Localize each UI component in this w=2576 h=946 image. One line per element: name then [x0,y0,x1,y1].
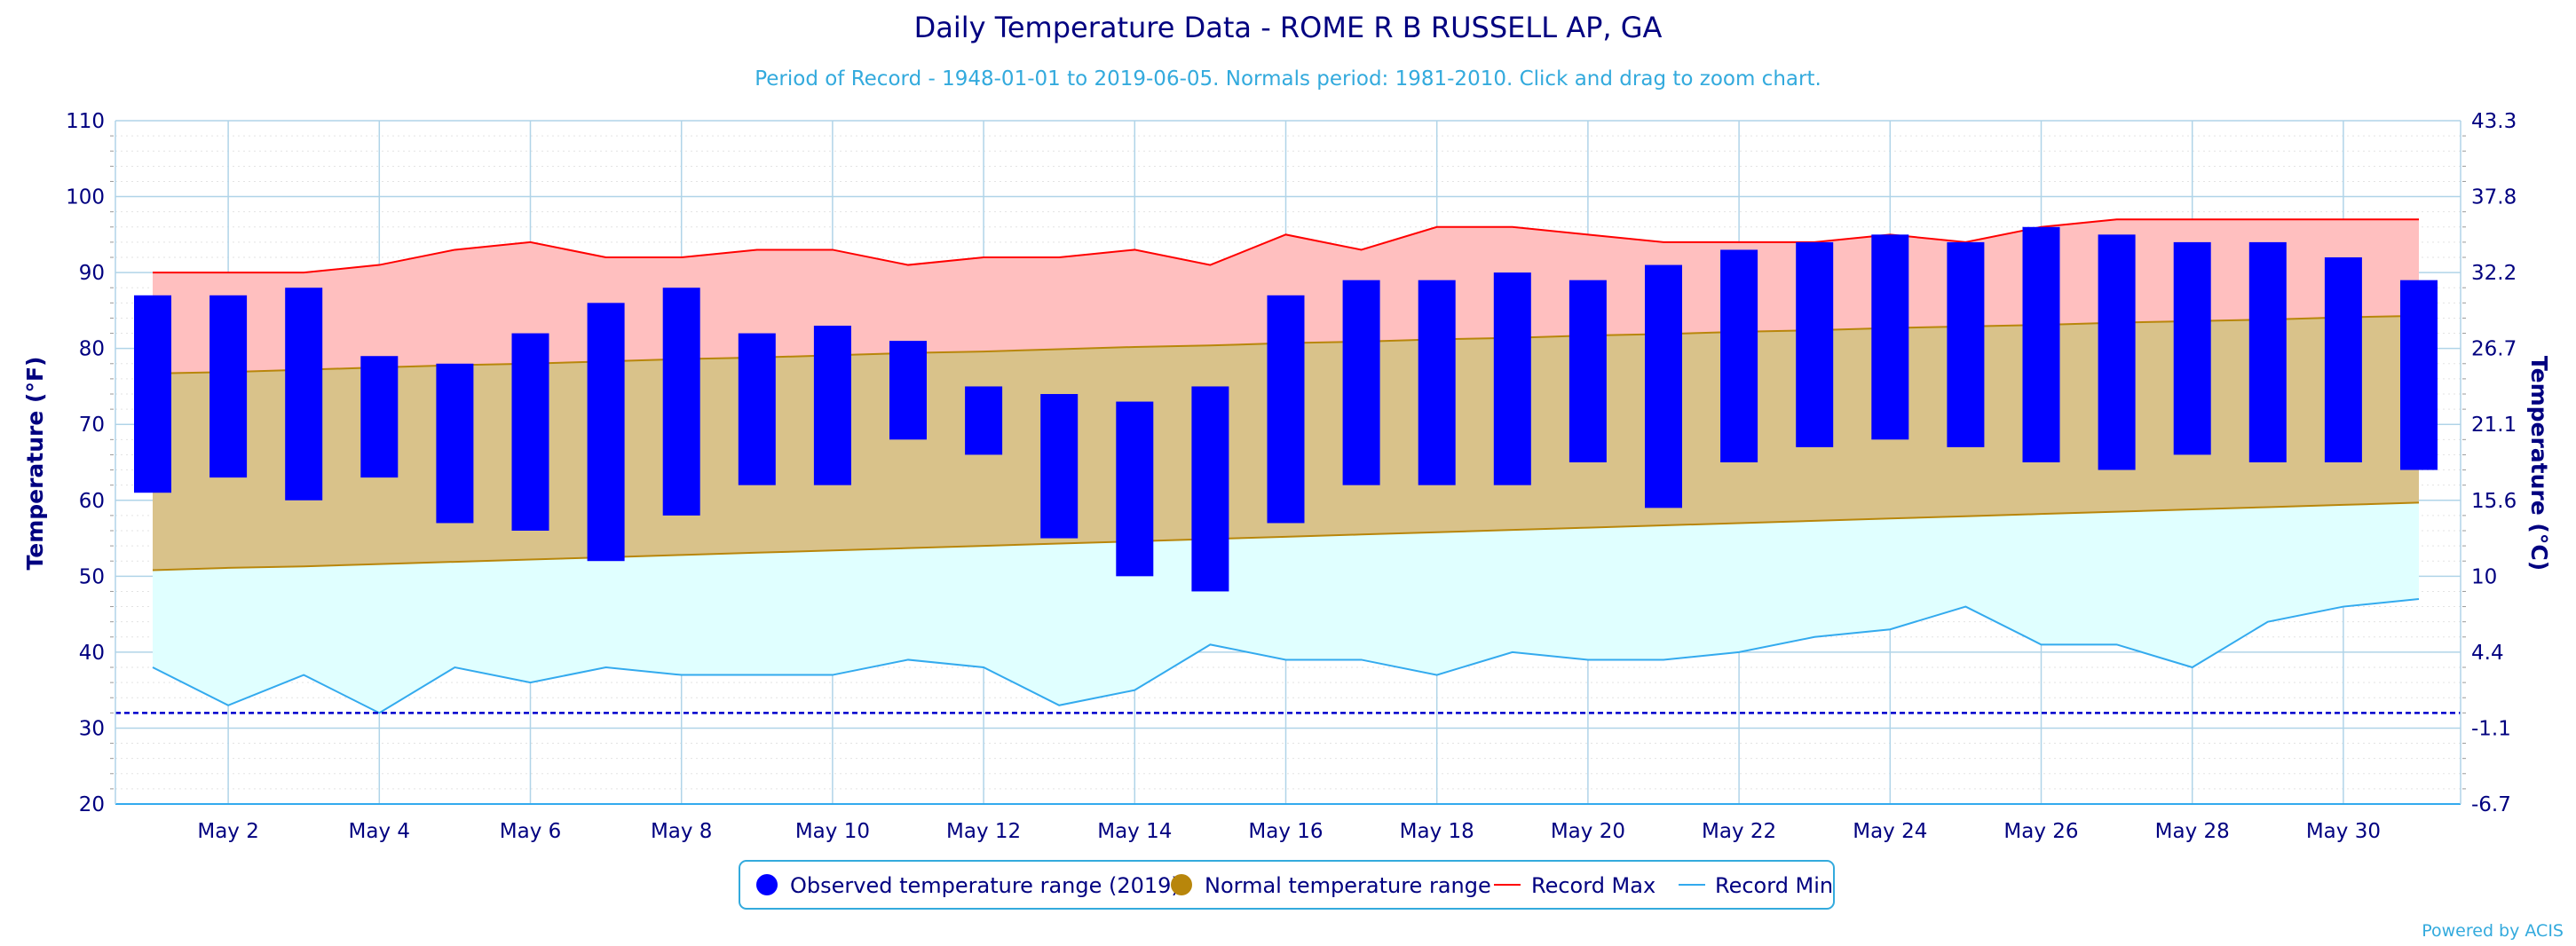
observed-bar-may-1[interactable] [134,295,171,493]
y-tick-label-left: 110 [66,110,105,133]
y-tick-label-left: 50 [79,565,105,588]
legend-item-record-max[interactable]: Record Max [1494,873,1655,898]
x-tick-label: May 8 [651,820,713,843]
observed-bar-may-26[interactable] [2022,226,2060,462]
observed-bar-may-31[interactable] [2400,280,2438,470]
chart-title: Daily Temperature Data - ROME R B RUSSEL… [914,11,1663,44]
y-axis-label-right: Temperature (°C) [2526,356,2552,571]
y-tick-label-right: -6.7 [2471,793,2511,816]
y-axis-label-left: Temperature (°F) [22,357,48,571]
legend-label-record-min: Record Min [1715,873,1833,898]
x-tick-label: May 10 [795,820,870,843]
legend-dot-observed [756,874,778,895]
y-tick-label-right: 21.1 [2471,414,2517,437]
observed-bar-may-8[interactable] [662,288,700,516]
observed-bars[interactable] [134,226,2438,592]
observed-bar-may-27[interactable] [2098,234,2136,470]
observed-bar-may-5[interactable] [436,363,474,524]
legend: Observed temperature range (2019) Normal… [739,860,1835,910]
y-tick-label-right: -1.1 [2471,717,2511,740]
observed-bar-may-16[interactable] [1267,295,1305,524]
observed-bar-may-3[interactable] [285,288,323,501]
x-tick-label: May 18 [1400,820,1474,843]
y-tick-label-left: 90 [79,262,105,285]
observed-bar-may-13[interactable] [1040,394,1079,539]
observed-bar-may-21[interactable] [1645,264,1682,508]
chart-subtitle: Period of Record - 1948-01-01 to 2019-06… [755,67,1821,91]
observed-bar-may-24[interactable] [1871,234,1909,440]
observed-bar-may-11[interactable] [889,341,927,440]
legend-item-normal[interactable]: Normal temperature range [1171,873,1491,898]
legend-label-observed: Observed temperature range (2019) [790,873,1180,898]
legend-item-observed[interactable]: Observed temperature range (2019) [756,873,1180,898]
x-tick-label: May 24 [1853,820,1927,843]
observed-bar-may-14[interactable] [1116,401,1154,577]
x-tick-label: May 12 [946,820,1021,843]
x-tick-label: May 14 [1097,820,1172,843]
observed-bar-may-30[interactable] [2324,257,2362,462]
observed-bar-may-23[interactable] [1796,241,1834,447]
observed-bar-may-28[interactable] [2173,241,2211,455]
observed-bar-may-4[interactable] [360,356,399,478]
y-tick-label-right: 10 [2471,565,2497,588]
observed-bar-may-29[interactable] [2248,241,2287,462]
legend-dot-normal [1171,874,1192,895]
observed-bar-may-12[interactable] [965,386,1003,455]
observed-bar-may-15[interactable] [1191,386,1229,592]
observed-bar-may-25[interactable] [1947,241,1985,447]
record-low-band [153,502,2419,713]
observed-bar-may-6[interactable] [511,333,549,531]
y-tick-label-right: 43.3 [2471,110,2517,133]
x-tick-label: May 20 [1551,820,1625,843]
x-tick-label: May 2 [197,820,259,843]
legend-item-record-min[interactable]: Record Min [1679,873,1833,898]
y-tick-label-right: 37.8 [2471,186,2517,209]
credit-link[interactable]: Powered by ACIS [2422,921,2564,941]
legend-label-normal: Normal temperature range [1205,873,1491,898]
x-tick-label: May 30 [2306,820,2381,843]
legend-label-record-max: Record Max [1531,873,1655,898]
y-tick-label-left: 60 [79,490,105,513]
normal-low-line [152,501,2420,572]
record-min-line [152,598,2420,714]
observed-bar-may-20[interactable] [1569,280,1607,462]
y-tick-label-right: 4.4 [2471,642,2504,665]
observed-bar-may-19[interactable] [1493,272,1531,485]
y-tick-label-left: 30 [79,717,105,740]
x-tick-label: May 26 [2003,820,2078,843]
y-tick-label-right: 26.7 [2471,338,2517,361]
observed-bar-may-18[interactable] [1418,280,1456,485]
x-tick-label: May 22 [1702,820,1776,843]
x-tick-label: May 6 [500,820,562,843]
legend-box [739,860,1835,910]
x-tick-label: May 4 [349,820,411,843]
observed-bar-may-10[interactable] [813,326,851,485]
y-tick-label-left: 80 [79,338,105,361]
observed-bar-may-17[interactable] [1342,280,1380,485]
y-tick-label-left: 70 [79,414,105,437]
axes: 20 30 40 50 60 70 80 90 100 110 -6.7 -1.1 4.4 10 15.6 2… [66,110,2517,843]
y-tick-label-left: 100 [66,186,105,209]
observed-bar-may-7[interactable] [587,303,625,562]
x-tick-label: May 16 [1248,820,1323,843]
x-tick-label: May 28 [2155,820,2230,843]
y-tick-label-right: 32.2 [2471,262,2517,285]
observed-bar-may-9[interactable] [738,333,776,485]
y-tick-label-left: 40 [79,642,105,665]
y-tick-label-left: 20 [79,793,105,816]
observed-bar-may-22[interactable] [1720,249,1758,462]
y-tick-label-right: 15.6 [2471,490,2517,513]
observed-bar-may-2[interactable] [209,295,248,478]
